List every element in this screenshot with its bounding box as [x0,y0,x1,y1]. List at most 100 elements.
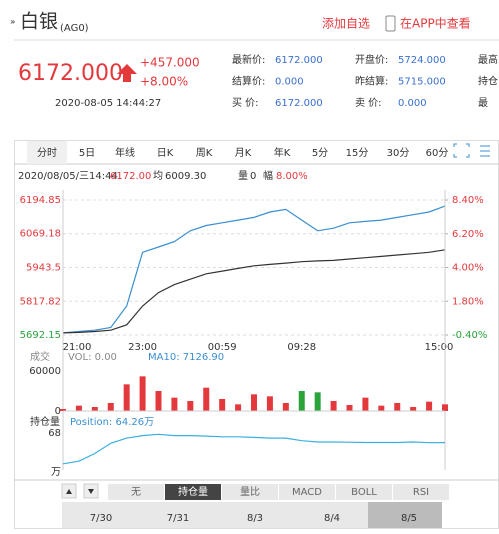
y2-tick-label: -0.40% [452,330,487,341]
change-pct: +8.00% [140,75,188,89]
pos-unit: 万 [51,467,61,478]
info-amp_label: 幅 [263,169,273,182]
volume-bar [107,403,114,411]
tab[interactable]: 60分 [426,147,449,159]
tab[interactable]: 月K [235,147,252,159]
x-tick-label: 00:59 [208,342,237,353]
bottom-tab[interactable]: BOLL [351,487,377,498]
bottom-tab[interactable]: MACD [292,487,322,498]
info-avg: 6009.30 [165,171,206,182]
title: 白银 [20,11,58,33]
field-label: 最 [478,97,488,109]
bottom-tab-bg [393,484,449,500]
field-label: 持仓 [478,75,498,88]
bottom-tab-bg [222,484,278,500]
up-arrow [117,64,137,82]
date-label: 8/3 [247,513,263,524]
bottom-tab-bg [279,484,335,500]
field-value: 5715.000 [398,77,446,88]
tab[interactable]: 15分 [346,147,369,159]
y-tick-label: 60000 [29,366,61,377]
info-amp: 8.00% [276,171,308,182]
volume-bar [410,407,417,411]
tab[interactable]: 年线 [115,146,135,159]
volume-bar [314,392,321,411]
field-value: 5724.000 [398,55,446,66]
add-watch[interactable]: 添加自选 [322,17,370,31]
change: +457.000 [140,56,200,70]
x-tick-label: 09:28 [287,342,316,353]
volume-bar [75,405,82,411]
bottom-tab-bg [108,484,164,500]
y2-tick-label: 4.00% [452,263,484,274]
vol-text: VOL: 0.00 [68,352,117,363]
tab[interactable]: 日K [157,148,174,159]
nav-right-icon [88,489,94,494]
bottom-tab[interactable]: 量比 [240,486,260,498]
menu-icon[interactable] [480,145,490,157]
volume-bar [282,403,289,411]
volume-bar [426,401,433,411]
y-tick-label: 5817.82 [20,296,61,307]
y-tick-label: 6194.85 [20,195,61,206]
tab[interactable]: 5日 [79,148,95,159]
line [62,205,446,334]
y-tick-label: 0 [55,406,61,417]
vol-title: 成交 [30,350,50,363]
bottom-tab-bg [336,484,392,500]
bottom-tab[interactable]: 无 [131,487,141,498]
info-vol: 0 [250,171,256,182]
pos-text: Position: 64.26万 [70,417,154,428]
y-tick-label: 68 [48,428,61,439]
info-date: 2020/08/05/三14:44 [18,171,118,182]
tab[interactable]: 30分 [387,147,410,159]
tab[interactable]: 分时 [37,147,57,159]
y-tick-label: 5692.15 [20,330,61,341]
field-label: 买 价: [232,97,259,109]
field-value: 0.000 [275,77,304,88]
volume-bar [139,376,146,411]
date-selection[interactable] [368,502,442,528]
field-label: 开盘价: [355,53,388,66]
y-tick-label: 6069.18 [20,229,61,240]
date-label: 8/5 [401,513,417,524]
x-tick-label: 21:00 [63,342,92,353]
date-label: 7/30 [90,513,112,524]
volume-bar [266,396,273,411]
field-label: 昨结算: [355,75,388,88]
price: 6172.000 [18,61,123,86]
y-tick-label: 5943.5 [26,263,61,274]
info-price: 6172.00 [110,171,151,182]
tab[interactable]: 周K [196,147,213,159]
volume-bar [394,403,401,411]
bottom-tab[interactable]: RSI [413,487,429,498]
volume-bar [219,399,226,411]
open-app[interactable]: 在APP中查看 [400,16,471,31]
volume-bar [155,391,162,411]
volume-bar [91,407,98,411]
volume-bar [298,391,305,411]
field-label: 最高 [478,53,498,66]
field-value: 6172.000 [275,98,323,109]
line [62,433,446,465]
chevron: » [10,18,16,28]
active-tab-bg [27,141,67,164]
y2-tick-label: 8.40% [452,195,484,206]
field-label: 卖 价: [355,97,382,109]
tab[interactable]: 5分 [312,147,328,159]
y2-tick-label: 1.80% [452,296,484,307]
volume-bar [378,405,385,411]
volume-bar [330,401,337,411]
x-tick-label: 15:00 [425,342,454,353]
volume-bar [203,387,210,411]
date-label: 8/4 [324,513,340,524]
ma-text: MA10: 7126.90 [148,352,224,363]
nav-left-icon [66,489,72,494]
tab[interactable]: 年K [274,146,291,159]
fullscreen-icon[interactable] [453,143,470,158]
bottom-tab[interactable]: 持仓量 [178,485,208,498]
phone-icon [385,15,396,32]
volume-bar [235,404,242,411]
field-value: 0.000 [398,98,427,109]
